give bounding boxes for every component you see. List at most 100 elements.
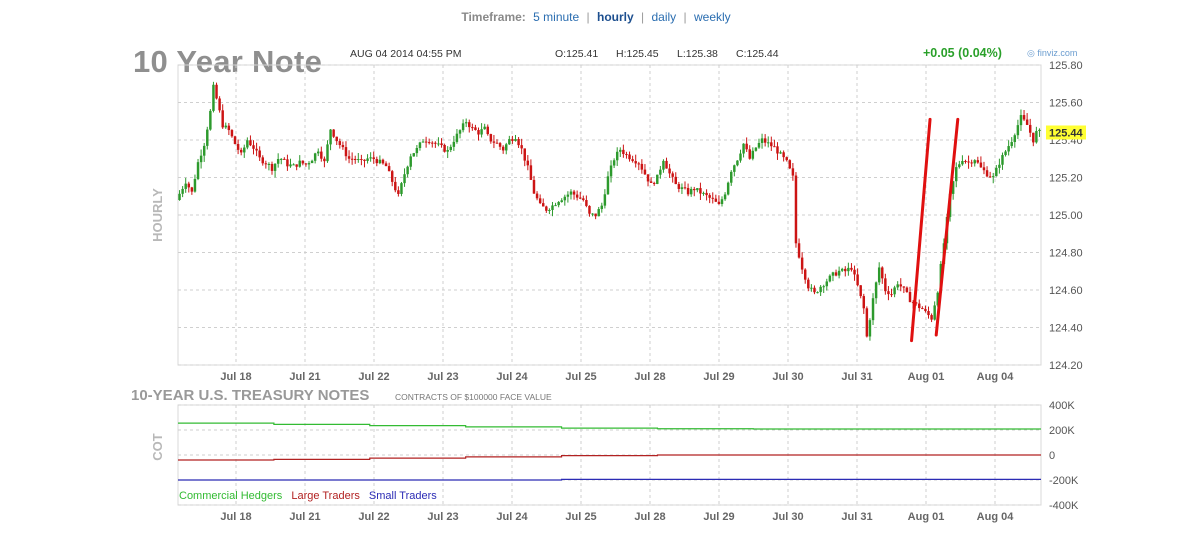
candle-body bbox=[542, 203, 545, 207]
candle-body bbox=[215, 84, 218, 99]
candle-body bbox=[625, 154, 628, 156]
timeframe-option-daily[interactable]: daily bbox=[651, 10, 677, 24]
candle-body bbox=[227, 125, 231, 131]
candle-body bbox=[1010, 142, 1013, 147]
candle-body bbox=[270, 163, 274, 171]
candle-body bbox=[902, 286, 906, 288]
candle-body bbox=[236, 144, 240, 150]
candle-body bbox=[572, 191, 576, 195]
candle-body bbox=[813, 287, 816, 293]
candle-body bbox=[788, 160, 792, 169]
candle-body bbox=[662, 160, 665, 170]
candle-body bbox=[249, 140, 252, 146]
cot-x-tick-label: Jul 25 bbox=[565, 511, 596, 523]
cot-title: 10-YEAR U.S. TREASURY NOTES bbox=[131, 387, 370, 404]
candle-body bbox=[720, 199, 724, 205]
y-axis-label: HOURLY bbox=[150, 188, 165, 242]
timeframe-option-5-minute[interactable]: 5 minute bbox=[533, 10, 580, 24]
candle-body bbox=[736, 160, 739, 166]
candle-body bbox=[418, 142, 422, 149]
legend-large-traders: Large Traders bbox=[291, 490, 360, 502]
candle-body bbox=[717, 201, 721, 205]
candle-body bbox=[763, 138, 767, 143]
candle-body bbox=[440, 143, 443, 145]
candle-body bbox=[415, 148, 419, 154]
timeframe-option-hourly[interactable]: hourly bbox=[597, 10, 634, 24]
chart-title: 10 Year Note bbox=[133, 44, 323, 79]
candle-body bbox=[856, 274, 859, 286]
candle-body bbox=[538, 198, 542, 204]
candle-body bbox=[276, 158, 280, 164]
candle-body bbox=[196, 162, 200, 179]
candle-body bbox=[652, 182, 656, 184]
candle-body bbox=[218, 98, 221, 111]
candle-body bbox=[323, 158, 326, 162]
candle-body bbox=[289, 164, 292, 167]
candle-body bbox=[341, 145, 345, 148]
candle-body bbox=[643, 169, 647, 175]
candle-body bbox=[233, 136, 237, 145]
candle-body bbox=[535, 193, 539, 199]
candle-body bbox=[320, 151, 323, 159]
candle-body bbox=[973, 160, 976, 164]
candle-body bbox=[668, 168, 671, 174]
candle-body bbox=[988, 176, 992, 178]
candle-body bbox=[677, 184, 681, 189]
candle-body bbox=[742, 143, 745, 154]
candle-body bbox=[881, 267, 884, 279]
x-tick-label: Aug 01 bbox=[908, 371, 945, 383]
candle-body bbox=[1035, 130, 1038, 143]
candle-body bbox=[569, 191, 573, 195]
y-tick-label: 124.80 bbox=[1049, 248, 1083, 260]
candle-body bbox=[563, 196, 567, 201]
candle-body bbox=[434, 142, 437, 144]
candle-body bbox=[178, 193, 181, 200]
quote-close: C:125.44 bbox=[736, 48, 779, 60]
finviz-source-link[interactable]: ◎ finviz.com bbox=[1027, 48, 1077, 59]
candle-body bbox=[967, 161, 970, 163]
candle-body bbox=[353, 158, 357, 160]
cot-x-tick-label: Jul 21 bbox=[289, 511, 320, 523]
up-trend-line-1 bbox=[910, 117, 932, 343]
y-tick-label: 124.40 bbox=[1049, 323, 1083, 335]
candle-body bbox=[329, 129, 332, 145]
candle-body bbox=[350, 158, 354, 160]
candle-body bbox=[313, 153, 317, 161]
candle-body bbox=[372, 157, 375, 160]
candle-body bbox=[773, 146, 776, 148]
candle-body bbox=[671, 173, 674, 177]
candle-body bbox=[273, 163, 277, 171]
candle-body bbox=[689, 188, 693, 195]
candle-body bbox=[286, 159, 289, 167]
candle-body bbox=[181, 188, 184, 194]
timeframe-option-weekly[interactable]: weekly bbox=[693, 10, 731, 24]
candle-body bbox=[526, 160, 530, 166]
candle-body bbox=[221, 110, 224, 128]
candle-body bbox=[918, 303, 921, 309]
candle-body bbox=[239, 149, 243, 153]
candle-body bbox=[970, 162, 973, 164]
cot-x-tick-label: Aug 01 bbox=[908, 511, 945, 523]
candle-body bbox=[924, 308, 927, 311]
candle-body bbox=[594, 213, 597, 217]
candle-body bbox=[1025, 119, 1029, 125]
candle-body bbox=[646, 174, 650, 182]
x-tick-label: Jul 30 bbox=[772, 371, 803, 383]
candle-body bbox=[810, 287, 813, 289]
candle-body bbox=[825, 281, 829, 287]
x-tick-label: Aug 04 bbox=[977, 371, 1015, 383]
candle-body bbox=[301, 160, 305, 164]
candle-body bbox=[1016, 125, 1020, 136]
candle-body bbox=[600, 205, 604, 210]
cot-x-tick-label: Jul 28 bbox=[634, 511, 665, 523]
candle-body bbox=[206, 129, 209, 146]
candle-body bbox=[828, 275, 832, 282]
candle-body bbox=[394, 181, 397, 191]
candle-body bbox=[498, 143, 502, 147]
candle-body bbox=[246, 140, 249, 148]
candle-body bbox=[853, 269, 856, 275]
candle-body bbox=[834, 272, 838, 276]
candle-body bbox=[779, 152, 782, 154]
candle-body bbox=[791, 168, 795, 176]
candle-body bbox=[344, 147, 348, 157]
